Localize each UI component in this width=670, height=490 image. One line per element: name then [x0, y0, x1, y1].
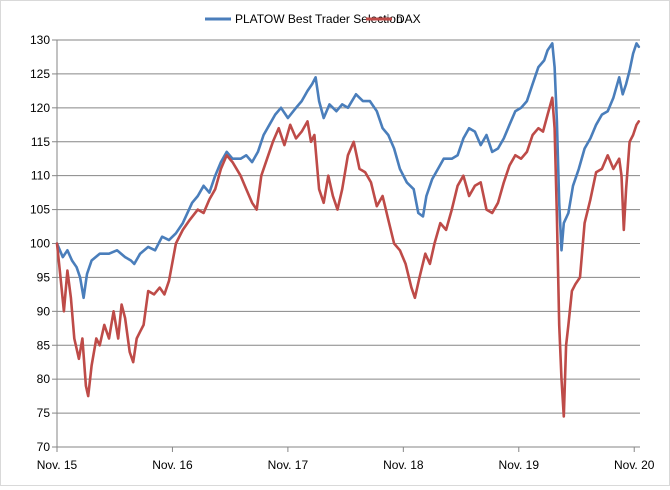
y-tick-label: 90	[37, 304, 51, 318]
series-line-0	[55, 42, 641, 300]
y-tick-label: 120	[30, 101, 50, 115]
legend-label: PLATOW Best Trader Selection	[235, 12, 403, 26]
y-tick-label: 70	[37, 440, 51, 454]
y-tick-label: 85	[37, 338, 51, 352]
series-line-1	[55, 96, 641, 418]
y-tick-label: 80	[37, 372, 51, 386]
y-tick-label: 105	[30, 203, 50, 217]
y-tick-label: 115	[31, 135, 50, 149]
y-tick-label: 130	[30, 33, 50, 47]
x-tick-label: Nov. 19	[499, 458, 540, 472]
series-lines	[55, 42, 641, 418]
x-tick-label: Nov. 17	[268, 458, 309, 472]
x-tick-label: Nov. 18	[383, 458, 424, 472]
x-tick-label: Nov. 16	[152, 458, 193, 472]
y-tick-label: 95	[37, 270, 51, 284]
y-tick-label: 75	[37, 406, 51, 420]
y-tick-label: 125	[30, 67, 50, 81]
y-tick-label: 110	[31, 169, 50, 183]
legend-label: DAX	[396, 12, 421, 26]
axes: 70 75 80 85 90 95 100 105 110 115 120 125 130 Nov. 15…	[30, 33, 655, 472]
y-tick-label: 100	[30, 237, 50, 251]
gridlines	[57, 39, 640, 414]
x-tick-label: Nov. 15	[37, 458, 78, 472]
x-tick-label: Nov. 20	[614, 458, 655, 472]
